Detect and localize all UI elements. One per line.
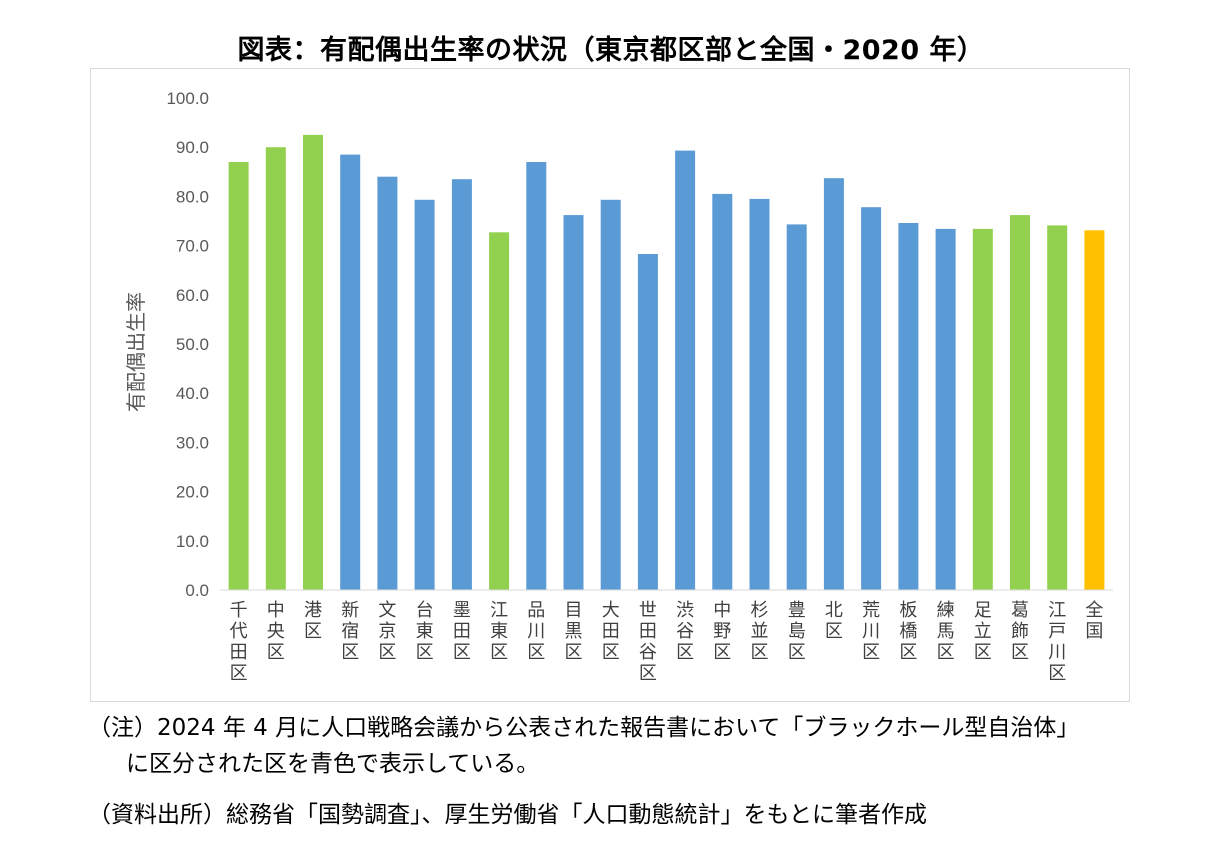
bar	[563, 215, 584, 590]
bar	[526, 162, 547, 590]
bar	[377, 176, 398, 590]
y-tick-label: 100.0	[166, 89, 209, 108]
bar	[451, 179, 472, 590]
y-tick-label: 10.0	[176, 532, 209, 551]
bar	[935, 228, 956, 590]
y-tick-label: 20.0	[176, 483, 209, 502]
bar	[712, 193, 733, 590]
x-tick-label: 中央区	[267, 600, 285, 663]
bar	[1084, 230, 1105, 591]
bar	[1010, 215, 1030, 590]
chart-title: 図表：有配偶出生率の状況（東京都区部と全国・2020 年）	[237, 35, 985, 66]
bar	[265, 147, 286, 590]
bar	[675, 150, 696, 590]
x-tick-label: 杉並区	[751, 600, 769, 663]
y-tick-label: 0.0	[185, 581, 209, 600]
x-tick-label: 全国	[1085, 600, 1103, 642]
bar	[823, 178, 844, 590]
y-axis-title: 有配偶出生率	[124, 292, 148, 412]
x-tick-label: 文京区	[378, 600, 396, 663]
x-tick-label: 板橋区	[899, 600, 917, 663]
bar	[600, 199, 621, 591]
bar	[898, 223, 919, 590]
x-tick-label: 目黒区	[565, 600, 583, 663]
x-tick-label: 江戸川区	[1048, 600, 1066, 684]
x-tick-label: 港区	[304, 600, 322, 642]
note-line-2: に区分された区を青色で表示している。	[126, 751, 540, 777]
y-tick-label: 60.0	[176, 286, 209, 305]
bar	[1047, 225, 1068, 590]
source-note: （資料出所）総務省「国勢調査」、厚生労働省「人口動態統計」をもとに筆者作成	[88, 802, 928, 828]
y-tick-label: 40.0	[176, 384, 209, 403]
bar	[228, 162, 249, 590]
note-line-1: （注）2024 年 4 月に人口戦略会議から公表された報告書において「ブラックホ…	[88, 715, 1080, 741]
x-tick-label: 品川区	[527, 600, 545, 663]
y-tick-label: 80.0	[176, 187, 209, 206]
x-tick-label: 渋谷区	[676, 600, 694, 663]
chart-area: 0.0 10.0 20.0 30.0 40.0 50.0 60.0 70.0 80.0 90.0 1…	[90, 68, 1130, 702]
x-tick-label: 新宿区	[341, 600, 359, 663]
bar	[972, 228, 993, 590]
y-tick-label: 30.0	[176, 433, 209, 452]
x-tick-label: 北区	[825, 600, 843, 642]
x-tick-label: 荒川区	[862, 600, 880, 663]
bar	[861, 207, 882, 590]
bar	[303, 134, 323, 590]
x-tick-label: 江東区	[490, 600, 508, 663]
x-tick-label: 豊島区	[788, 600, 806, 663]
y-tick-label: 90.0	[176, 138, 209, 157]
x-tick-label: 足立区	[974, 600, 992, 663]
bar	[340, 154, 361, 590]
bar	[489, 232, 510, 591]
x-tick-label: 墨田区	[453, 600, 471, 663]
x-tick-label: 葛飾区	[1011, 600, 1029, 663]
x-tick-label: 世田谷区	[639, 600, 657, 684]
x-tick-label: 千代田区	[230, 600, 248, 684]
bar	[414, 199, 435, 591]
bar	[749, 198, 770, 590]
x-tick-label: 大田区	[602, 600, 620, 663]
bar	[786, 224, 807, 590]
x-tick-label: 練馬区	[937, 600, 955, 663]
x-tick-label: 台東区	[416, 600, 434, 663]
x-tick-label: 中野区	[713, 600, 731, 663]
y-tick-label: 50.0	[176, 335, 209, 354]
bar-chart: 0.0 10.0 20.0 30.0 40.0 50.0 60.0 70.0 80.0 90.0 1…	[124, 89, 1113, 684]
bar	[637, 254, 658, 590]
y-tick-label: 70.0	[176, 237, 209, 256]
